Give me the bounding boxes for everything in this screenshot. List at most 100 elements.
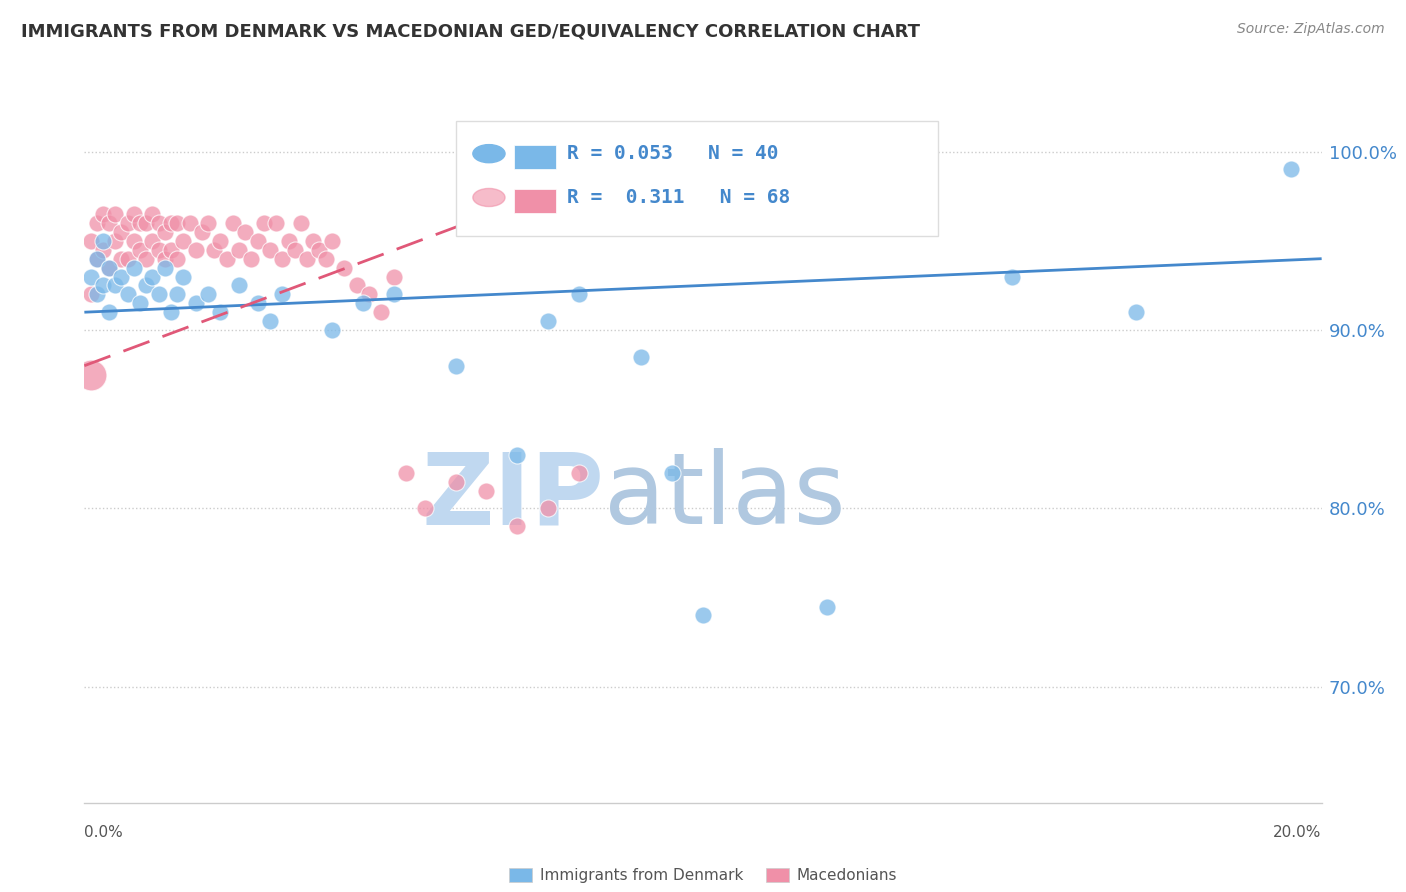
Point [630, 350, 652, 364]
Text: R = 0.053   N = 40: R = 0.053 N = 40 [567, 145, 779, 163]
Text: 20.0%: 20.0% [1274, 825, 1322, 840]
Point [568, 466, 591, 480]
FancyBboxPatch shape [513, 189, 555, 213]
Point [197, 216, 219, 230]
Point [308, 243, 330, 257]
Point [215, 252, 238, 266]
Point [568, 287, 591, 301]
Point [277, 234, 299, 248]
Point [246, 296, 269, 310]
Point [333, 260, 356, 275]
Point [110, 252, 132, 266]
Text: R =  0.311   N = 68: R = 0.311 N = 68 [567, 188, 790, 207]
Point [98, 260, 121, 275]
FancyBboxPatch shape [456, 121, 938, 235]
Point [233, 225, 256, 239]
Point [290, 216, 312, 230]
Point [135, 278, 157, 293]
Point [395, 466, 418, 480]
Point [506, 519, 529, 533]
Point [117, 252, 139, 266]
Point [357, 287, 380, 301]
Text: IMMIGRANTS FROM DENMARK VS MACEDONIAN GED/EQUIVALENCY CORRELATION CHART: IMMIGRANTS FROM DENMARK VS MACEDONIAN GE… [21, 22, 920, 40]
Point [240, 252, 263, 266]
Text: atlas: atlas [605, 448, 845, 545]
Point [141, 207, 163, 221]
Point [382, 269, 405, 284]
Point [271, 252, 294, 266]
Point [153, 260, 176, 275]
Point [129, 296, 152, 310]
Point [321, 323, 343, 337]
Point [475, 483, 498, 498]
Point [295, 252, 318, 266]
Point [148, 243, 170, 257]
Point [321, 234, 343, 248]
Point [166, 216, 188, 230]
Point [141, 234, 163, 248]
Point [153, 252, 176, 266]
Legend: Immigrants from Denmark, Macedonians: Immigrants from Denmark, Macedonians [503, 862, 903, 889]
Point [284, 243, 307, 257]
Point [104, 278, 127, 293]
Point [692, 608, 714, 623]
Point [172, 269, 194, 284]
Point [352, 296, 374, 310]
Point [184, 243, 207, 257]
Point [129, 216, 152, 230]
Point [661, 466, 683, 480]
Point [79, 234, 101, 248]
Point [264, 216, 287, 230]
Point [228, 278, 250, 293]
Point [302, 234, 325, 248]
Point [86, 252, 108, 266]
Point [444, 475, 467, 489]
Point [537, 314, 560, 328]
Point [91, 243, 114, 257]
Text: Source: ZipAtlas.com: Source: ZipAtlas.com [1237, 22, 1385, 37]
Point [184, 296, 207, 310]
Point [153, 225, 176, 239]
Point [148, 216, 170, 230]
Point [98, 260, 121, 275]
Point [253, 216, 276, 230]
Point [117, 287, 139, 301]
Point [197, 287, 219, 301]
Point [370, 305, 392, 319]
Point [1001, 269, 1024, 284]
Point [104, 207, 127, 221]
Point [222, 216, 245, 230]
Circle shape [472, 145, 505, 162]
FancyBboxPatch shape [513, 145, 555, 169]
Point [166, 287, 188, 301]
Point [160, 305, 183, 319]
Point [444, 359, 467, 373]
Point [315, 252, 337, 266]
Point [79, 287, 101, 301]
Point [166, 252, 188, 266]
Point [815, 599, 838, 614]
Point [259, 243, 281, 257]
Point [117, 216, 139, 230]
Text: ZIP: ZIP [422, 448, 605, 545]
Point [98, 305, 121, 319]
Point [135, 252, 157, 266]
Point [148, 287, 170, 301]
Point [209, 305, 232, 319]
Point [135, 216, 157, 230]
Point [246, 234, 269, 248]
Point [259, 314, 281, 328]
Point [1279, 162, 1302, 177]
Point [202, 243, 225, 257]
Point [122, 207, 145, 221]
Point [382, 287, 405, 301]
Point [86, 216, 108, 230]
Point [209, 234, 232, 248]
Point [271, 287, 294, 301]
Point [91, 234, 114, 248]
Point [506, 448, 529, 462]
Point [86, 252, 108, 266]
Point [413, 501, 436, 516]
Point [1125, 305, 1147, 319]
Point [537, 501, 560, 516]
